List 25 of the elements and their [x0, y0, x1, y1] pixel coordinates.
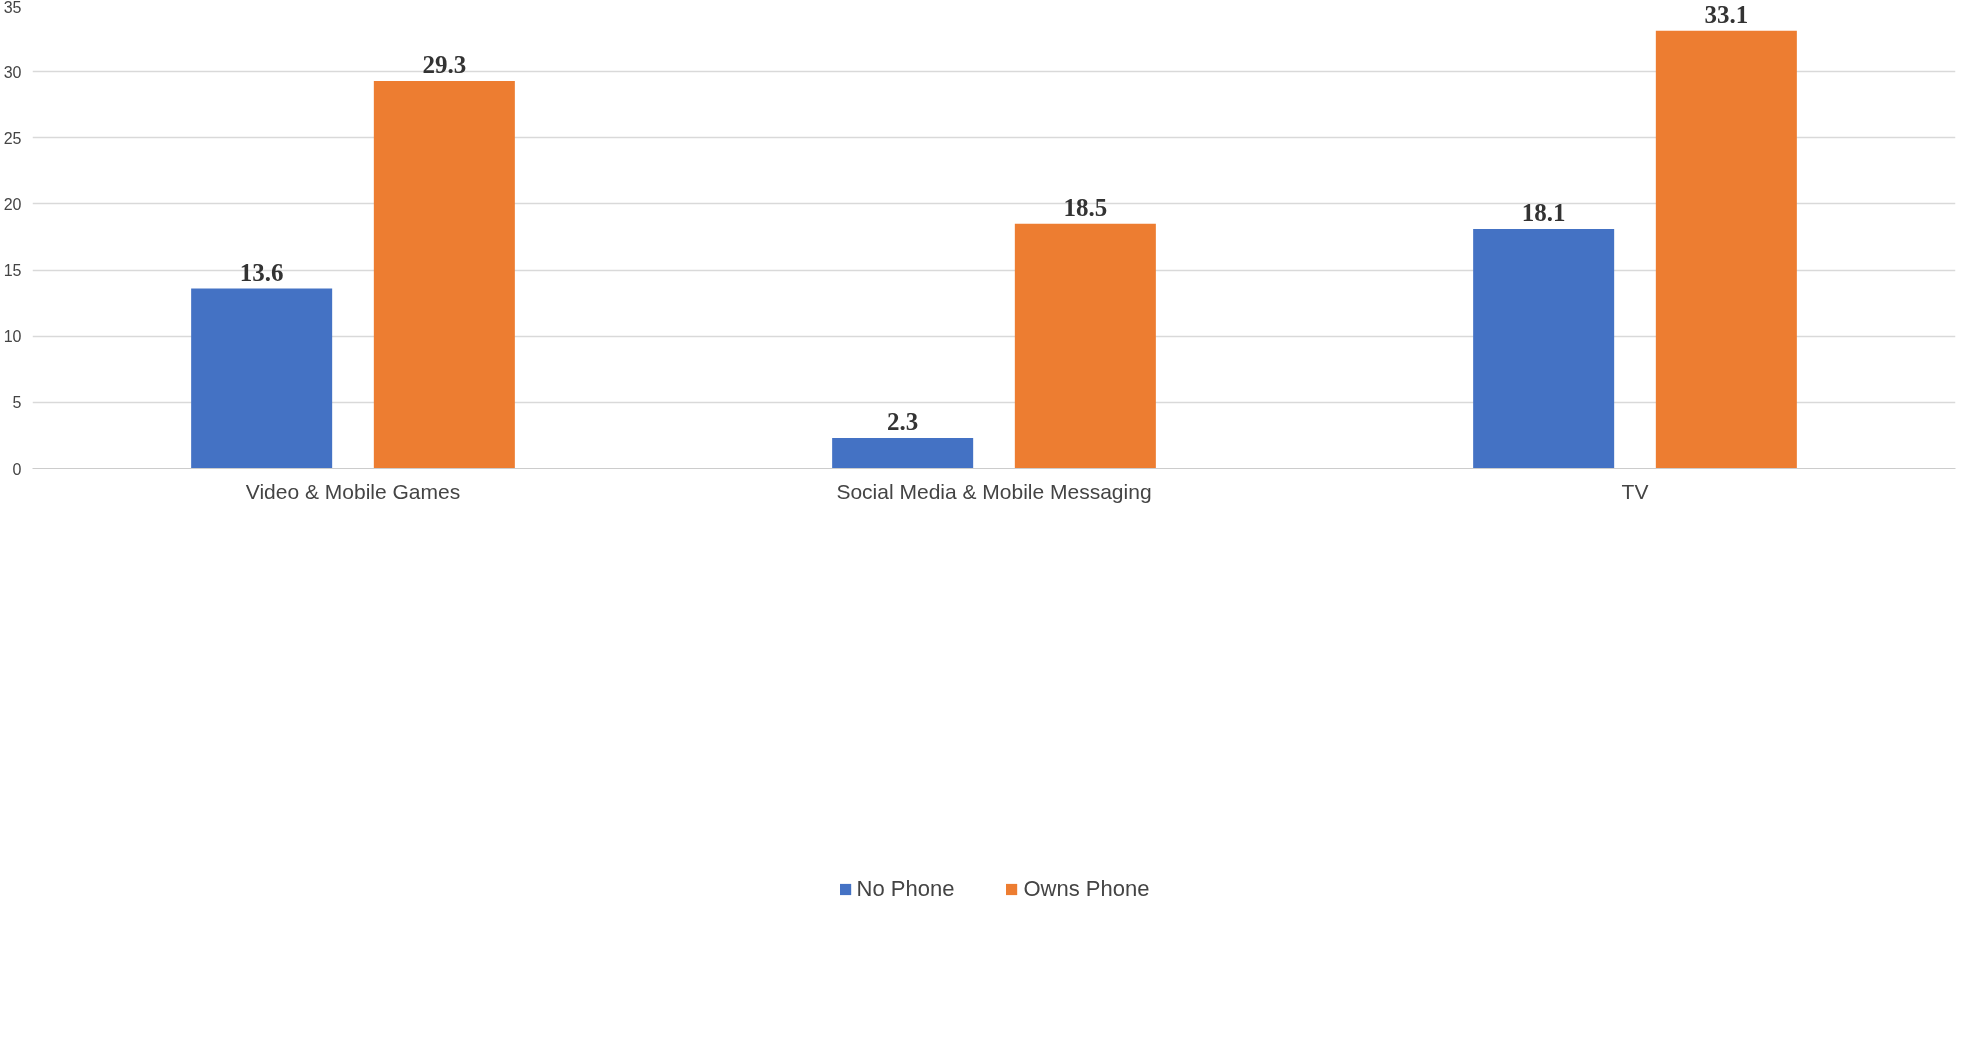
bar: [1655, 30, 1797, 469]
data-label: 2.3: [887, 408, 919, 436]
data-label: 33.1: [1704, 0, 1749, 28]
y-tick-label: 30: [3, 63, 22, 81]
bar: [373, 80, 515, 469]
bar: [1014, 223, 1156, 469]
x-tick-label: TV: [1621, 479, 1649, 503]
y-tick-label: 15: [3, 262, 22, 280]
data-label: 18.5: [1063, 193, 1108, 221]
data-label: 13.6: [239, 258, 284, 286]
data-label: 18.1: [1521, 199, 1566, 227]
y-tick-label: 20: [3, 195, 22, 213]
y-tick-label: 5: [12, 394, 22, 412]
y-tick-label: 25: [3, 129, 22, 147]
bar: [191, 288, 333, 469]
x-tick-label: Social Media & Mobile Messaging: [836, 479, 1152, 503]
x-tick-label: Video & Mobile Games: [245, 479, 461, 503]
legend-label: Owns Phone: [1023, 875, 1150, 902]
bar: [1473, 229, 1615, 469]
bar: [832, 438, 974, 469]
y-tick-label: 35: [3, 0, 22, 16]
y-tick-label: 0: [12, 460, 22, 478]
y-tick-label: 10: [3, 328, 22, 346]
data-label: 29.3: [422, 50, 467, 78]
legend-label: No Phone: [856, 875, 955, 902]
